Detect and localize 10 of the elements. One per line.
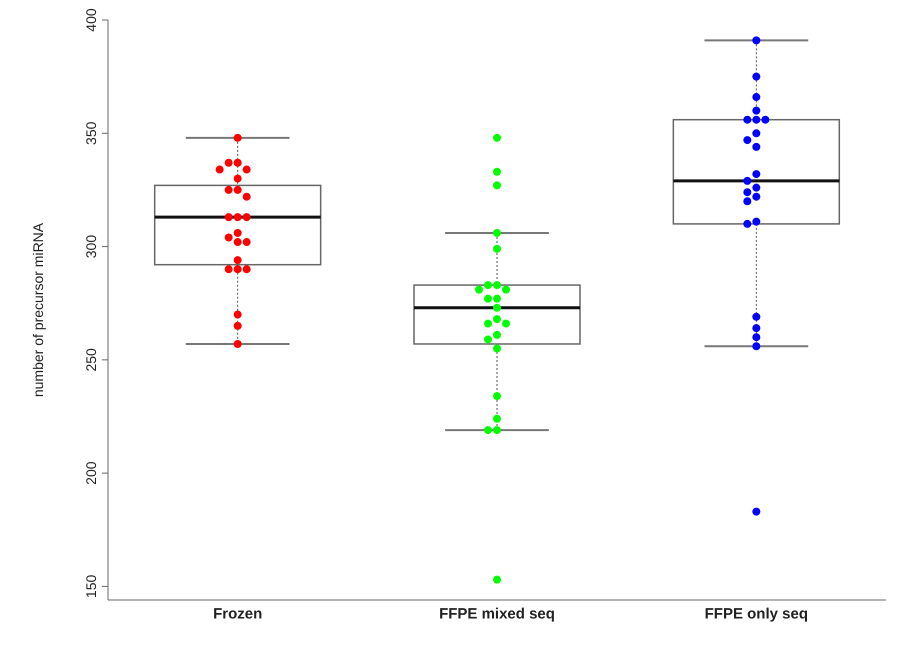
x-tick-label: FFPE only seq: [704, 606, 808, 623]
x-tick-label: FFPE mixed seq: [439, 606, 555, 623]
y-tick-label: 300: [83, 234, 99, 258]
y-tick-label: 200: [83, 461, 99, 485]
x-tick-label: Frozen: [213, 606, 262, 623]
y-tick-label: 150: [83, 574, 99, 598]
y-tick-label: 350: [83, 121, 99, 145]
y-tick-label: 250: [83, 348, 99, 372]
y-tick-label: 400: [83, 8, 99, 32]
y-axis-title: number of precursor miRNA: [30, 222, 46, 398]
